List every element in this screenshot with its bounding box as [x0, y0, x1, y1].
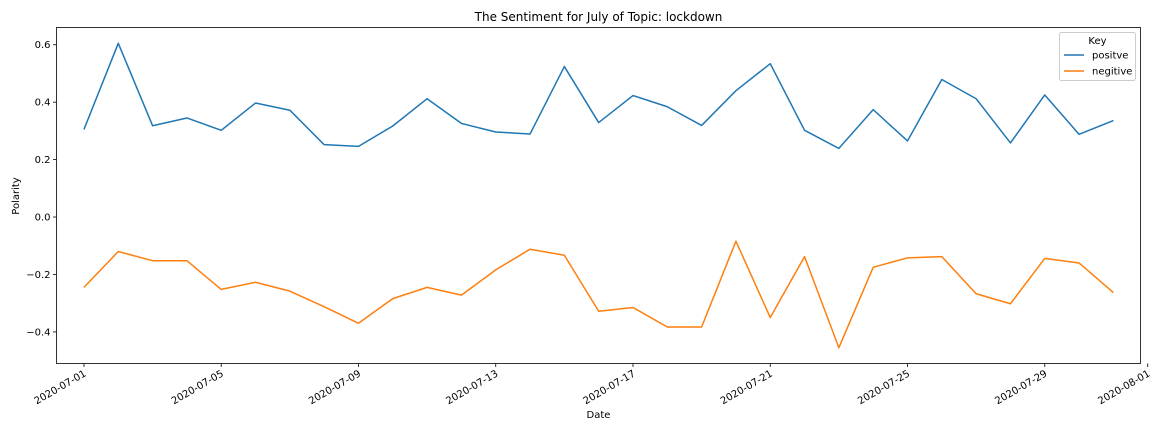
chart-title: The Sentiment for July of Topic: lockdow… — [474, 10, 723, 24]
legend-label-positve: positve — [1092, 51, 1128, 62]
x-axis-title: Date — [587, 410, 611, 421]
x-tick-label: 2020-07-01 — [33, 369, 89, 408]
y-tick-label: −0.4 — [26, 327, 50, 338]
y-tick-label: −0.2 — [26, 270, 50, 281]
x-tick-label: 2020-07-13 — [444, 369, 500, 408]
series-line-positve — [83, 42, 1114, 150]
series-layer — [83, 42, 1114, 349]
plot-frame — [56, 27, 1141, 364]
x-tick-label: 2020-07-29 — [993, 369, 1049, 408]
x-tick-label: 2020-07-05 — [170, 369, 226, 408]
y-tick-label: 0.2 — [35, 155, 51, 166]
y-axis-title: Polarity — [11, 177, 22, 215]
x-tick-label: 2020-07-09 — [307, 369, 363, 408]
y-tick-label: 0.4 — [35, 98, 51, 109]
x-tick-label: 2020-08-01 — [1096, 369, 1152, 408]
y-axis: −0.4 −0.2 0.0 0.2 0.4 0.6 — [26, 40, 57, 338]
y-tick-label: 0.0 — [35, 213, 51, 224]
legend-title: Key — [1088, 36, 1106, 47]
legend-label-negitive: negitive — [1092, 67, 1132, 78]
y-tick-label: 0.6 — [35, 40, 51, 51]
plot-area — [56, 27, 1141, 364]
x-tick-label: 2020-07-25 — [856, 369, 912, 408]
x-tick-label: 2020-07-17 — [582, 369, 638, 408]
series-line-negitive — [83, 240, 1114, 349]
legend: Key positve negitive — [1059, 32, 1136, 81]
x-tick-label: 2020-07-21 — [719, 369, 775, 408]
legend-box — [1059, 32, 1136, 81]
x-axis: 2020-07-01 2020-07-05 2020-07-09 2020-07-13… — [33, 363, 1152, 408]
